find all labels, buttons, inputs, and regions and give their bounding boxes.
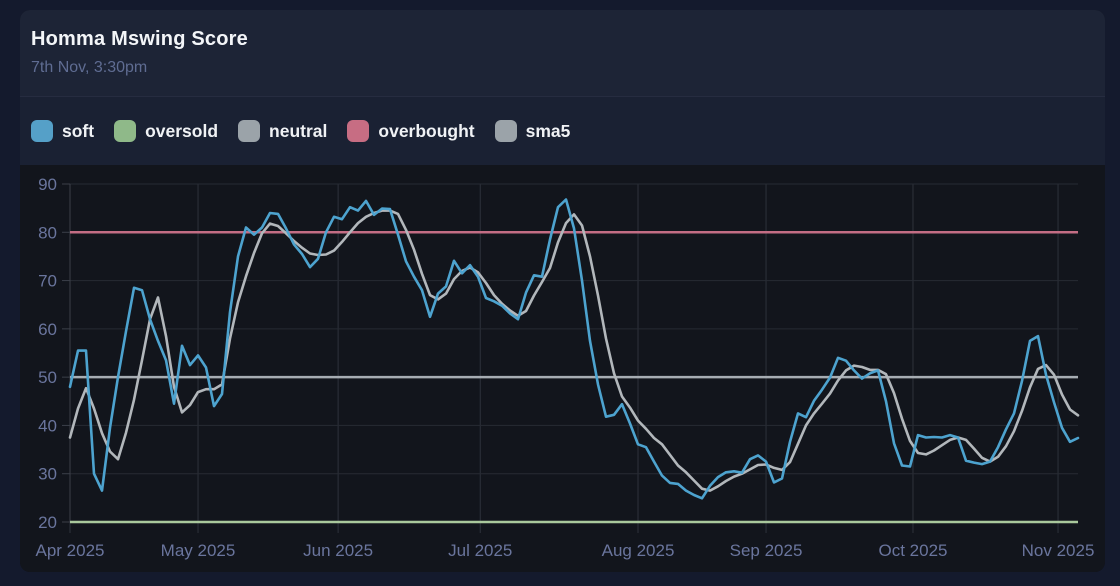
x-tick-label: Apr 2025: [36, 541, 105, 560]
legend-label: neutral: [269, 120, 328, 141]
y-tick-label: 30: [38, 465, 57, 484]
legend-swatch-oversold: [114, 120, 137, 142]
y-tick-label: 80: [38, 223, 57, 242]
y-tick-label: 50: [38, 368, 57, 387]
soft-line: [68, 198, 1080, 500]
y-tick-label: 60: [38, 320, 57, 339]
chart-timestamp: 7th Nov, 3:30pm: [31, 59, 148, 76]
x-tick-label: Nov 2025: [1022, 541, 1095, 560]
legend-item-soft[interactable]: soft: [31, 120, 94, 142]
legend-label: soft: [62, 120, 95, 141]
y-tick-label: 40: [38, 416, 57, 435]
legend-swatch-overbought: [347, 120, 370, 142]
page-title: Homma Mswing Score: [31, 28, 248, 50]
legend-swatch-soft: [31, 120, 53, 142]
chart-plot: Apr 2025 May 2025 Jun 2025 Jul 2025 Aug 2025…: [20, 165, 1105, 572]
legend-item-overbought[interactable]: overbought: [347, 120, 475, 142]
x-tick-label: Sep 2025: [730, 541, 803, 560]
x-tick-label: Aug 2025: [602, 541, 675, 560]
legend-swatch-sma5: [494, 120, 517, 142]
chart-canvas[interactable]: Apr 2025 May 2025 Jun 2025 Jul 2025 Aug 2025…: [20, 165, 1105, 572]
y-tick-label: 90: [38, 175, 57, 194]
y-tick-label: 70: [38, 272, 57, 291]
legend-item-sma5[interactable]: sma5: [494, 120, 571, 142]
x-tick-label: Jun 2025: [303, 541, 373, 560]
legend-item-neutral[interactable]: neutral: [238, 120, 327, 142]
chart-header: Homma Mswing Score 7th Nov, 3:30pm: [20, 10, 1105, 96]
legend-label: sma5: [525, 120, 571, 141]
legend-label: oversold: [145, 120, 219, 141]
chart-card: Homma Mswing Score 7th Nov, 3:30pm soft o…: [20, 10, 1105, 572]
legend-label: overbought: [378, 120, 475, 141]
x-tick-label: Jul 2025: [448, 541, 512, 560]
legend-item-oversold[interactable]: oversold: [114, 120, 218, 142]
y-tick-label: 20: [38, 513, 57, 532]
chart-legend: soft oversold neutral overbought sma5: [20, 96, 1105, 165]
sma5-line: [68, 209, 1080, 492]
x-tick-label: Oct 2025: [878, 541, 947, 560]
legend-swatch-neutral: [238, 120, 261, 142]
x-tick-label: May 2025: [161, 541, 236, 560]
